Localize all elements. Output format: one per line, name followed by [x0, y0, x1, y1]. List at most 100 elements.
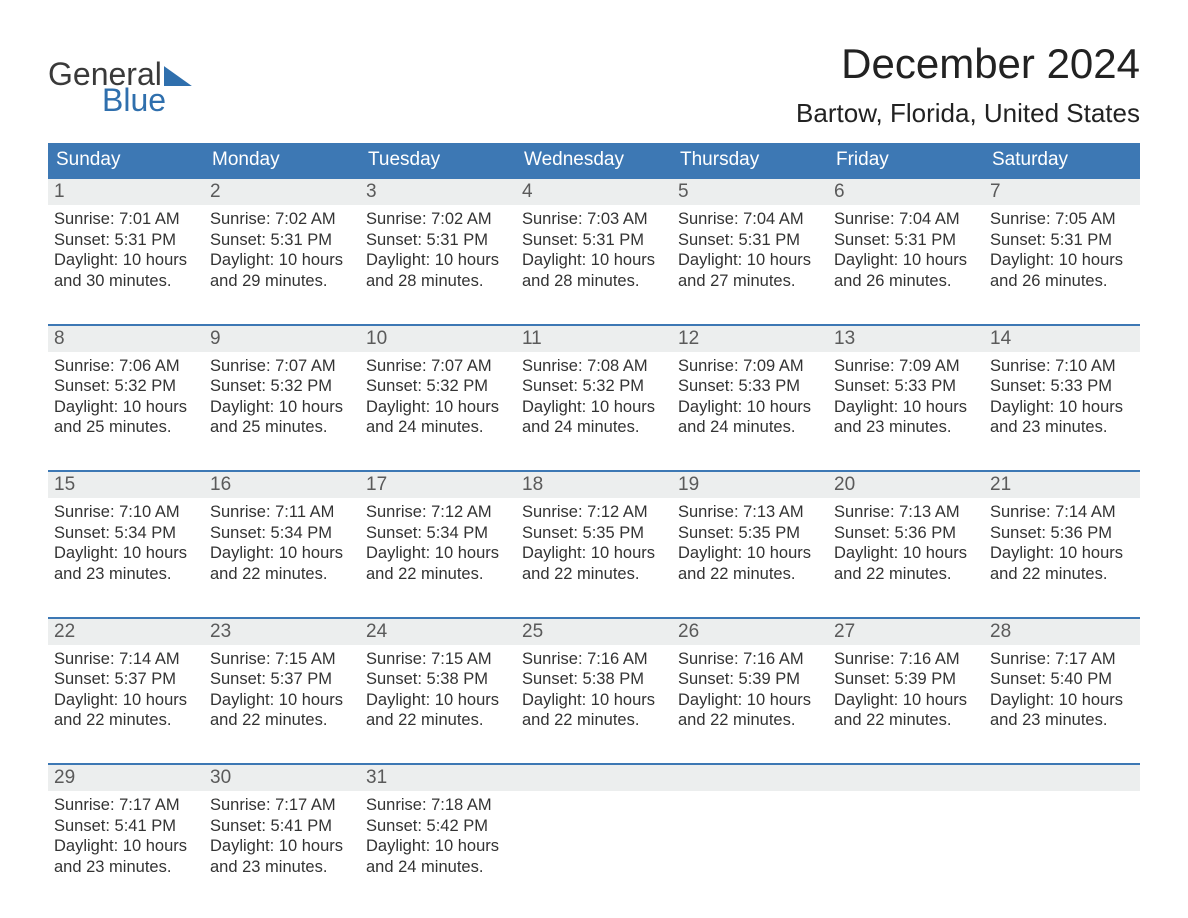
- dow-cell: Monday: [204, 143, 360, 177]
- day-sunrise: Sunrise: 7:10 AM: [54, 502, 198, 523]
- day-number: 15: [48, 472, 204, 498]
- day-number-row: 15161718192021: [48, 472, 1140, 498]
- day-sunrise: Sunrise: 7:15 AM: [210, 649, 354, 670]
- day-sunrise: Sunrise: 7:13 AM: [678, 502, 822, 523]
- day-number: 22: [48, 619, 204, 645]
- day-sunrise: Sunrise: 7:08 AM: [522, 356, 666, 377]
- day-sunset: Sunset: 5:38 PM: [366, 669, 510, 690]
- day-d1: Daylight: 10 hours: [54, 690, 198, 711]
- dow-cell: Friday: [828, 143, 984, 177]
- calendar: SundayMondayTuesdayWednesdayThursdayFrid…: [48, 143, 1140, 884]
- day-number: 21: [984, 472, 1140, 498]
- day-number: 13: [828, 326, 984, 352]
- day-d1: Daylight: 10 hours: [522, 250, 666, 271]
- day-sunset: Sunset: 5:35 PM: [522, 523, 666, 544]
- weeks-container: 1234567Sunrise: 7:01 AMSunset: 5:31 PMDa…: [48, 177, 1140, 884]
- day-sunrise: Sunrise: 7:16 AM: [678, 649, 822, 670]
- day-sunset: Sunset: 5:39 PM: [678, 669, 822, 690]
- day-d1: Daylight: 10 hours: [990, 543, 1134, 564]
- day-content: Sunrise: 7:16 AMSunset: 5:39 PMDaylight:…: [828, 645, 984, 738]
- day-d2: and 22 minutes.: [210, 710, 354, 731]
- day-sunset: Sunset: 5:35 PM: [678, 523, 822, 544]
- day-d2: and 23 minutes.: [834, 417, 978, 438]
- day-content: Sunrise: 7:09 AMSunset: 5:33 PMDaylight:…: [672, 352, 828, 445]
- day-sunrise: Sunrise: 7:17 AM: [990, 649, 1134, 670]
- day-d1: Daylight: 10 hours: [210, 250, 354, 271]
- day-content: Sunrise: 7:02 AMSunset: 5:31 PMDaylight:…: [204, 205, 360, 298]
- day-d2: and 24 minutes.: [678, 417, 822, 438]
- day-number: 29: [48, 765, 204, 791]
- day-sunset: Sunset: 5:31 PM: [366, 230, 510, 251]
- day-d1: Daylight: 10 hours: [990, 690, 1134, 711]
- day-sunrise: Sunrise: 7:16 AM: [522, 649, 666, 670]
- day-sunrise: Sunrise: 7:04 AM: [678, 209, 822, 230]
- day-sunrise: Sunrise: 7:06 AM: [54, 356, 198, 377]
- day-content: Sunrise: 7:17 AMSunset: 5:41 PMDaylight:…: [204, 791, 360, 884]
- week-row: 22232425262728Sunrise: 7:14 AMSunset: 5:…: [48, 617, 1140, 738]
- day-sunset: Sunset: 5:37 PM: [210, 669, 354, 690]
- day-sunrise: Sunrise: 7:01 AM: [54, 209, 198, 230]
- day-d1: Daylight: 10 hours: [54, 250, 198, 271]
- day-number-row: 891011121314: [48, 326, 1140, 352]
- day-number: 14: [984, 326, 1140, 352]
- day-content: Sunrise: 7:06 AMSunset: 5:32 PMDaylight:…: [48, 352, 204, 445]
- day-content: Sunrise: 7:09 AMSunset: 5:33 PMDaylight:…: [828, 352, 984, 445]
- day-d1: Daylight: 10 hours: [678, 397, 822, 418]
- day-number: 3: [360, 179, 516, 205]
- day-number: 6: [828, 179, 984, 205]
- day-number: 17: [360, 472, 516, 498]
- day-content: Sunrise: 7:10 AMSunset: 5:33 PMDaylight:…: [984, 352, 1140, 445]
- day-d1: Daylight: 10 hours: [54, 397, 198, 418]
- day-d1: Daylight: 10 hours: [990, 397, 1134, 418]
- day-d2: and 26 minutes.: [834, 271, 978, 292]
- day-sunset: Sunset: 5:34 PM: [54, 523, 198, 544]
- day-d1: Daylight: 10 hours: [522, 397, 666, 418]
- day-number: 18: [516, 472, 672, 498]
- day-sunset: Sunset: 5:31 PM: [834, 230, 978, 251]
- day-sunset: Sunset: 5:31 PM: [54, 230, 198, 251]
- day-content-row: Sunrise: 7:01 AMSunset: 5:31 PMDaylight:…: [48, 205, 1140, 298]
- day-d2: and 24 minutes.: [366, 857, 510, 878]
- day-d1: Daylight: 10 hours: [834, 397, 978, 418]
- day-content: Sunrise: 7:13 AMSunset: 5:35 PMDaylight:…: [672, 498, 828, 591]
- day-number: 20: [828, 472, 984, 498]
- day-sunrise: Sunrise: 7:05 AM: [990, 209, 1134, 230]
- day-sunrise: Sunrise: 7:14 AM: [54, 649, 198, 670]
- day-content: Sunrise: 7:14 AMSunset: 5:37 PMDaylight:…: [48, 645, 204, 738]
- day-sunset: Sunset: 5:40 PM: [990, 669, 1134, 690]
- day-number-row: 293031: [48, 765, 1140, 791]
- day-d2: and 30 minutes.: [54, 271, 198, 292]
- day-d2: and 25 minutes.: [54, 417, 198, 438]
- day-sunset: Sunset: 5:31 PM: [990, 230, 1134, 251]
- day-number: [828, 765, 984, 791]
- day-d1: Daylight: 10 hours: [990, 250, 1134, 271]
- day-number: 11: [516, 326, 672, 352]
- day-content: Sunrise: 7:17 AMSunset: 5:40 PMDaylight:…: [984, 645, 1140, 738]
- day-number: 19: [672, 472, 828, 498]
- day-content: Sunrise: 7:17 AMSunset: 5:41 PMDaylight:…: [48, 791, 204, 884]
- day-d1: Daylight: 10 hours: [366, 397, 510, 418]
- day-d1: Daylight: 10 hours: [366, 690, 510, 711]
- day-sunset: Sunset: 5:33 PM: [678, 376, 822, 397]
- day-d2: and 27 minutes.: [678, 271, 822, 292]
- week-row: 15161718192021Sunrise: 7:10 AMSunset: 5:…: [48, 470, 1140, 591]
- day-sunrise: Sunrise: 7:13 AM: [834, 502, 978, 523]
- day-sunset: Sunset: 5:37 PM: [54, 669, 198, 690]
- day-sunrise: Sunrise: 7:12 AM: [366, 502, 510, 523]
- day-sunrise: Sunrise: 7:18 AM: [366, 795, 510, 816]
- day-d2: and 23 minutes.: [54, 857, 198, 878]
- day-d2: and 22 minutes.: [678, 564, 822, 585]
- day-content-row: Sunrise: 7:17 AMSunset: 5:41 PMDaylight:…: [48, 791, 1140, 884]
- day-number: [984, 765, 1140, 791]
- day-content: Sunrise: 7:11 AMSunset: 5:34 PMDaylight:…: [204, 498, 360, 591]
- day-d2: and 29 minutes.: [210, 271, 354, 292]
- day-number: 7: [984, 179, 1140, 205]
- day-sunset: Sunset: 5:31 PM: [210, 230, 354, 251]
- day-content: Sunrise: 7:12 AMSunset: 5:35 PMDaylight:…: [516, 498, 672, 591]
- day-content: Sunrise: 7:10 AMSunset: 5:34 PMDaylight:…: [48, 498, 204, 591]
- day-number: 28: [984, 619, 1140, 645]
- logo-word-blue: Blue: [102, 84, 192, 116]
- day-d2: and 23 minutes.: [210, 857, 354, 878]
- day-content: Sunrise: 7:16 AMSunset: 5:39 PMDaylight:…: [672, 645, 828, 738]
- day-number: 9: [204, 326, 360, 352]
